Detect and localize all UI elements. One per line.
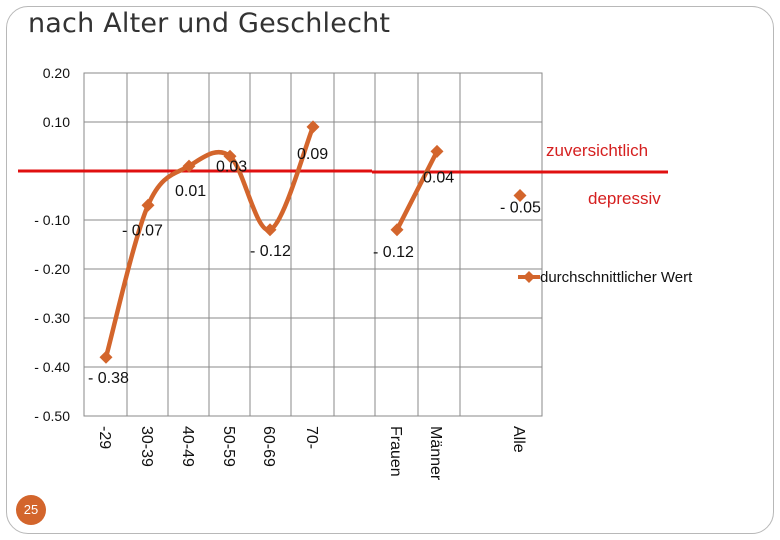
legend-durchschnittlicher-wert: durchschnittlicher Wert (540, 269, 693, 286)
data-label: 0.09 (297, 146, 328, 163)
data-point-marker (182, 159, 196, 173)
data-label: 0.04 (423, 169, 454, 186)
chart-grid (83, 72, 543, 417)
data-point-marker (390, 223, 404, 237)
data-label: - 0.07 (122, 222, 163, 239)
x-category-label: 50-59 (220, 426, 237, 467)
y-tick-label: - 0.40 (34, 359, 70, 375)
x-category-label: Alle (510, 426, 527, 453)
x-category-label: 60-69 (260, 426, 277, 467)
data-point-marker (430, 144, 444, 158)
x-category-label: Frauen (387, 426, 404, 477)
data-label: 0.01 (175, 183, 206, 200)
y-tick-label: 0.20 (43, 65, 70, 81)
x-category-label: 70- (303, 426, 320, 449)
series-line (103, 124, 440, 360)
x-category-label: Männer (427, 426, 444, 481)
legend: zuversichtlich depressiv durchschnittliche… (518, 141, 693, 286)
x-axis: -29 30-39 40-49 50-59 60-69 70- Frauen Männer Al… (96, 426, 527, 481)
page-number: 25 (16, 495, 46, 525)
reference-line (18, 169, 668, 174)
data-point-marker (141, 198, 155, 212)
y-tick-label: - 0.50 (34, 408, 70, 424)
x-category-label: 30-39 (138, 426, 155, 467)
data-point-marker (99, 350, 113, 364)
x-category-label: 40-49 (179, 426, 196, 467)
legend-marker-swatch (523, 271, 535, 283)
data-point-marker (306, 120, 320, 134)
series-markers (99, 120, 527, 364)
data-label: - 0.12 (250, 243, 291, 260)
y-axis: 0.20 0.10 - 0.10 - 0.20 - 0.30 - 0.40 - 0.50 (34, 65, 70, 424)
data-label: - 0.12 (373, 244, 414, 261)
slide-frame (6, 6, 774, 534)
page-title: nach Alter und Geschlecht (28, 8, 391, 39)
series-line-segment (394, 149, 440, 233)
data-labels: - 0.38 - 0.07 0.01 0.03 - 0.12 0.09 - 0.12 0.04… (88, 146, 541, 387)
data-label: - 0.38 (88, 370, 129, 387)
legend-zuversichtlich: zuversichtlich (546, 141, 648, 160)
data-point-marker (513, 189, 527, 202)
legend-depressiv: depressiv (588, 189, 661, 208)
data-label: 0.03 (216, 158, 247, 175)
y-tick-label: 0.10 (43, 114, 70, 130)
data-label: - 0.05 (500, 200, 541, 217)
data-point-marker (223, 149, 237, 163)
x-category-label: -29 (96, 426, 113, 449)
y-tick-label: - 0.30 (34, 310, 70, 326)
series-line-segment (103, 124, 316, 360)
y-tick-label: - 0.20 (34, 261, 70, 277)
y-tick-label: - 0.10 (34, 212, 70, 228)
data-point-marker (263, 223, 277, 237)
